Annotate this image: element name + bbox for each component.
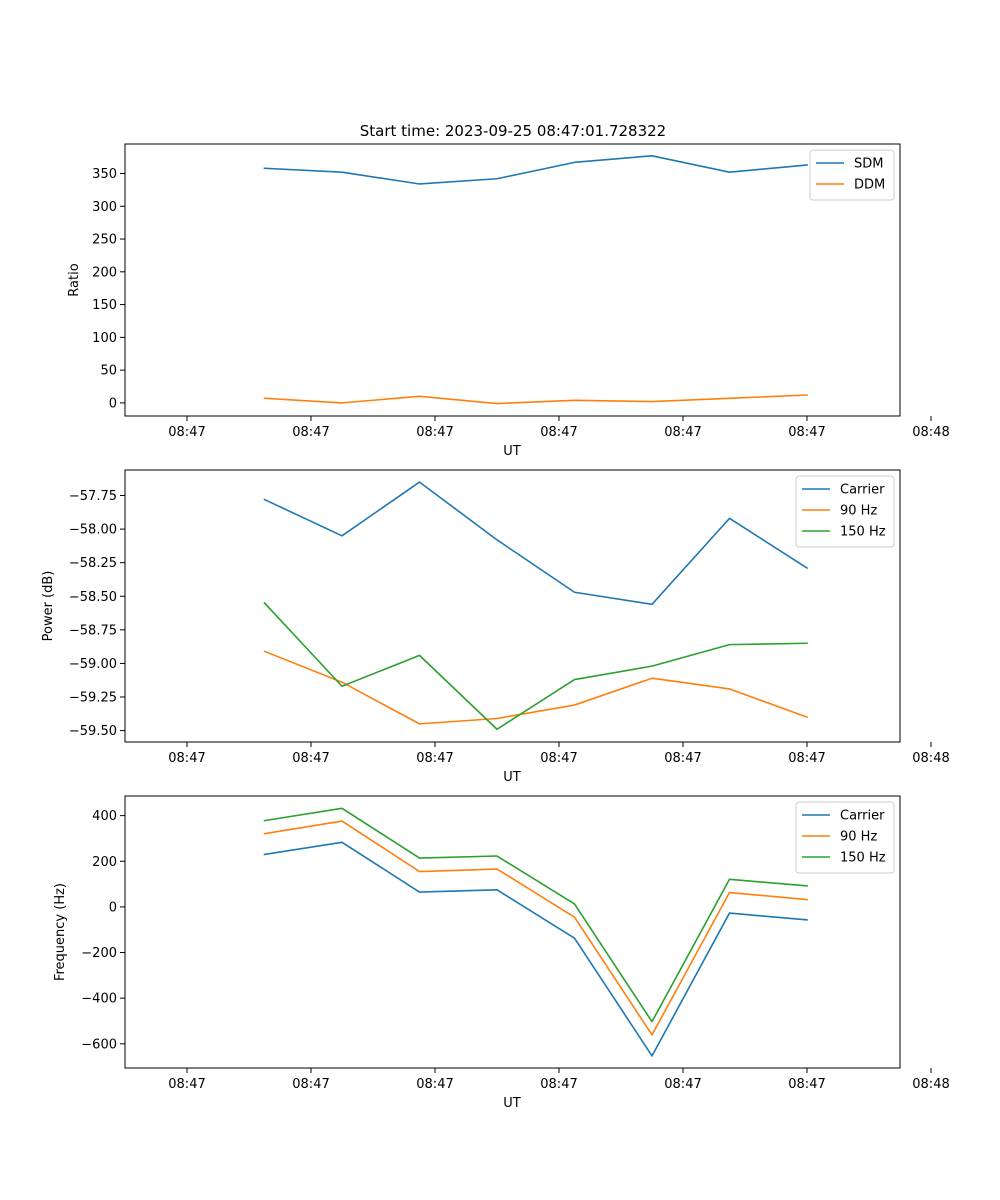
axes-frame	[124, 143, 901, 417]
chart-panel-2: 08:47 08:47 08:47 08:47 08:47 08:47 08:48 −59.5…	[41, 469, 950, 785]
y-axis-label: Ratio	[67, 263, 82, 296]
legend-box	[795, 475, 895, 548]
x-tick-label: 08:47	[664, 425, 701, 440]
y-tick-label: 150	[92, 298, 117, 313]
y-tick-label: 250	[92, 233, 117, 248]
x-tick-label: 08:47	[540, 1077, 577, 1092]
legend-label: 150 Hz	[840, 525, 886, 540]
y-axis-label: Frequency (Hz)	[53, 883, 68, 981]
series-lines	[263, 155, 808, 405]
x-tick-label: 08:47	[416, 751, 453, 766]
legend-label: Carrier	[840, 809, 885, 824]
y-tick-label: 50	[100, 364, 117, 379]
x-tick-label: 08:47	[540, 425, 577, 440]
x-axis-label: UT	[503, 444, 521, 459]
legend-label: SDM	[854, 157, 883, 172]
x-tick-label: 08:47	[168, 751, 205, 766]
y-tick-label: 0	[109, 396, 117, 411]
y-tick-label: −59.00	[69, 657, 117, 672]
legend-label: DDM	[854, 178, 885, 193]
legend-label: 90 Hz	[840, 830, 877, 845]
x-axis-label: UT	[503, 770, 521, 785]
chart-panels: 08:47 08:47 08:47 08:47 08:47 08:47 08:48 0 50 10…	[41, 143, 950, 1111]
x-tick-label: 08:47	[540, 751, 577, 766]
y-tick-label: −600	[81, 1037, 117, 1052]
y-tick-label: −58.00	[69, 523, 117, 538]
x-tick-label: 08:48	[912, 751, 949, 766]
x-tick-label: 08:47	[788, 751, 825, 766]
series-lines	[263, 481, 809, 731]
y-tick-label: −58.50	[69, 590, 117, 605]
x-tick-label: 08:48	[912, 425, 949, 440]
series-line-90-hz	[263, 820, 808, 1036]
x-tick-label: 08:47	[664, 751, 701, 766]
y-tick-label: 200	[92, 265, 117, 280]
legend-label: 90 Hz	[840, 504, 877, 519]
series-line-carrier	[263, 481, 809, 606]
series-line-90-hz	[263, 650, 809, 725]
series-line-150-hz	[263, 807, 808, 1023]
y-tick-label: −200	[81, 946, 117, 961]
legend: Carrier 90 Hz 150 Hz	[795, 801, 895, 874]
x-tick-label: 08:47	[168, 425, 205, 440]
series-line-sdm	[263, 155, 808, 185]
figure-title: Start time: 2023-09-25 08:47:01.728322	[360, 122, 666, 140]
legend-label: 150 Hz	[840, 851, 886, 866]
x-tick-label: 08:47	[416, 425, 453, 440]
series-line-carrier	[263, 841, 808, 1057]
y-axis-label: Power (dB)	[41, 571, 56, 642]
y-tick-label: −59.25	[69, 691, 117, 706]
y-tick-label: 200	[92, 855, 117, 870]
y-tick-label: 0	[109, 900, 117, 915]
series-lines	[263, 807, 808, 1057]
y-tick-label: 400	[92, 809, 117, 824]
legend-label: Carrier	[840, 483, 885, 498]
y-tick-label: −400	[81, 992, 117, 1007]
axes-frame	[124, 795, 901, 1069]
y-tick-label: 350	[92, 167, 117, 182]
y-tick-label: −58.75	[69, 623, 117, 638]
legend: Carrier 90 Hz 150 Hz	[795, 475, 895, 548]
x-tick-label: 08:47	[664, 1077, 701, 1092]
y-tick-label: −59.50	[69, 724, 117, 739]
x-tick-label: 08:47	[292, 425, 329, 440]
y-tick-label: −58.25	[69, 556, 117, 571]
x-tick-label: 08:47	[416, 1077, 453, 1092]
x-tick-label: 08:47	[788, 1077, 825, 1092]
chart-panel-3: 08:47 08:47 08:47 08:47 08:47 08:47 08:48 −600 −…	[53, 795, 950, 1111]
legend-box	[795, 801, 895, 874]
x-tick-label: 08:47	[292, 751, 329, 766]
x-tick-label: 08:47	[788, 425, 825, 440]
y-tick-label: 300	[92, 200, 117, 215]
x-axis-label: UT	[503, 1096, 521, 1111]
y-tick-label: −57.75	[69, 489, 117, 504]
axes-frame	[124, 469, 901, 743]
y-tick-label: 100	[92, 331, 117, 346]
series-line-ddm	[263, 394, 808, 405]
x-tick-label: 08:47	[168, 1077, 205, 1092]
x-tick-label: 08:47	[292, 1077, 329, 1092]
series-line-150-hz	[263, 601, 808, 731]
legend: SDM DDM	[809, 149, 895, 201]
x-tick-label: 08:48	[912, 1077, 949, 1092]
chart-panel-1: 08:47 08:47 08:47 08:47 08:47 08:47 08:48 0 50 10…	[67, 143, 950, 459]
